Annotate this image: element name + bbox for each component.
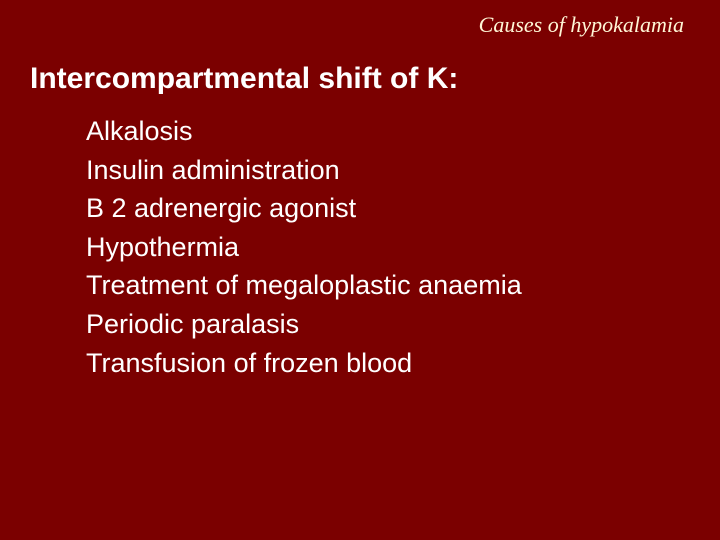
list-item: Transfusion of frozen blood: [86, 344, 700, 383]
list-item: Insulin administration: [86, 151, 700, 190]
slide-subheader: Intercompartmental shift of K:: [30, 62, 458, 96]
list-item: B 2 adrenergic agonist: [86, 189, 700, 228]
list-item: Alkalosis: [86, 112, 700, 151]
list-item: Treatment of megaloplastic anaemia: [86, 266, 700, 305]
list-item: Periodic paralasis: [86, 305, 700, 344]
slide-header: Causes of hypokalamia: [479, 12, 684, 38]
item-list: Alkalosis Insulin administration B 2 adr…: [86, 112, 700, 382]
list-item: Hypothermia: [86, 228, 700, 267]
